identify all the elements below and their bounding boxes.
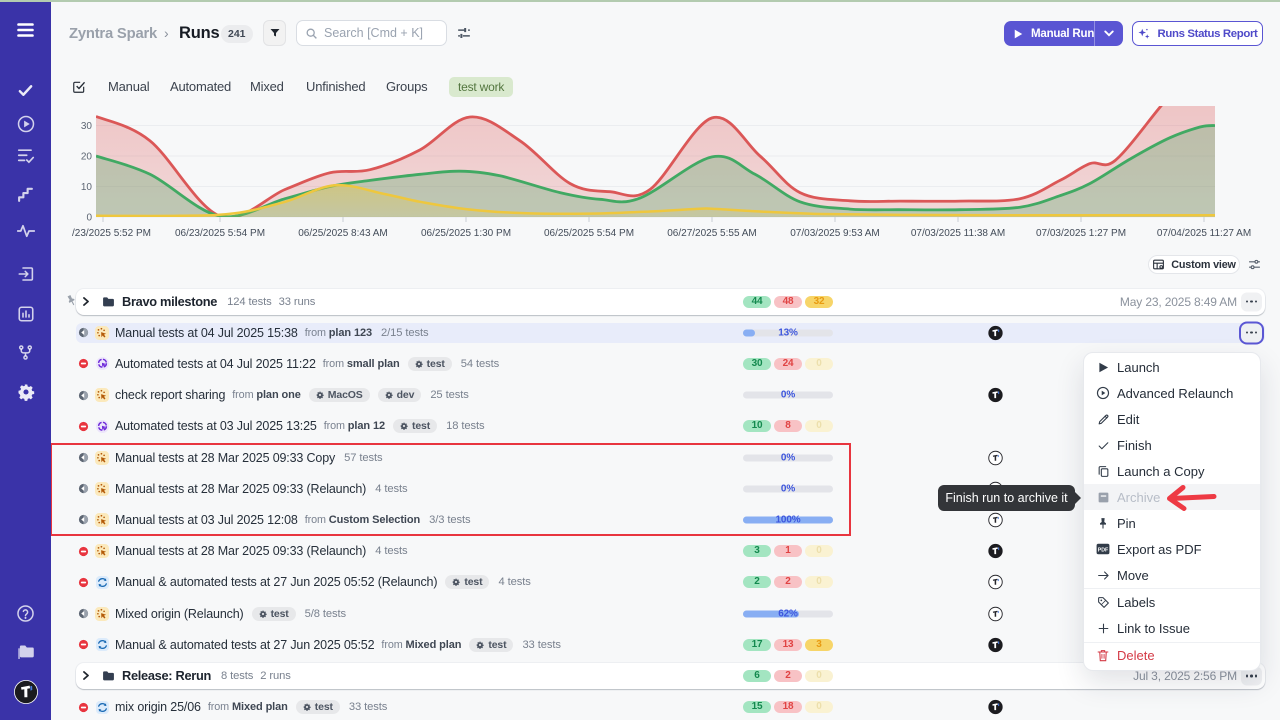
svg-text:30: 30 [81,121,93,132]
svg-text:20: 20 [81,152,93,163]
svg-text:06/25/2025 8:43 AM: 06/25/2025 8:43 AM [298,228,388,239]
svg-text:06/23/2025 5:54 PM: 06/23/2025 5:54 PM [175,228,265,239]
svg-text:06/25/2025 5:54 PM: 06/25/2025 5:54 PM [544,228,634,239]
svg-text:10: 10 [81,182,93,193]
svg-text:PDF: PDF [1098,548,1109,554]
svg-text:0: 0 [86,213,92,224]
svg-text:06/25/2025 1:30 PM: 06/25/2025 1:30 PM [421,228,511,239]
svg-text:/23/2025 5:52 PM: /23/2025 5:52 PM [72,228,151,239]
svg-text:06/27/2025 5:55 AM: 06/27/2025 5:55 AM [667,228,757,239]
svg-text:07/03/2025 11:38 AM: 07/03/2025 11:38 AM [911,228,1005,239]
svg-text:07/04/2025 11:27 AM: 07/04/2025 11:27 AM [1157,228,1251,239]
svg-text:07/03/2025 1:27 PM: 07/03/2025 1:27 PM [1036,228,1126,239]
svg-text:07/03/2025 9:53 AM: 07/03/2025 9:53 AM [790,228,880,239]
